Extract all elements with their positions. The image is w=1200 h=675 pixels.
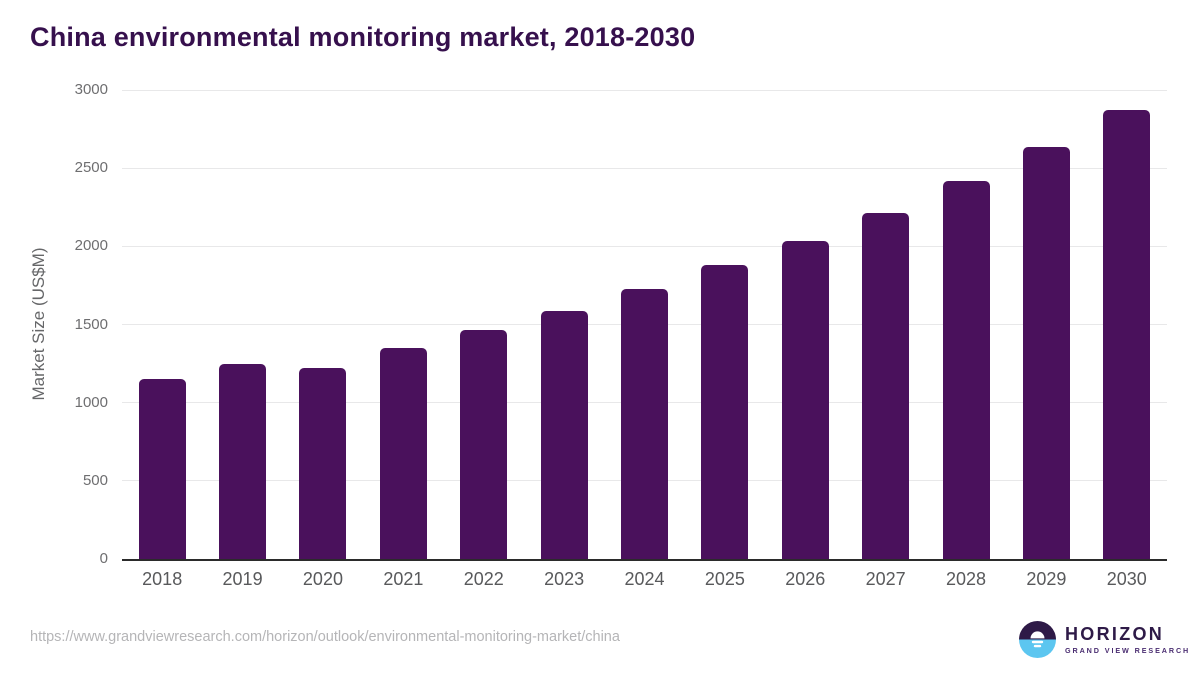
y-tick-label-2000: 2000 [74, 237, 108, 255]
bar-2023[interactable] [540, 311, 588, 559]
x-tick-label-2026: 2026 [785, 569, 826, 589]
plot-area [122, 89, 1167, 561]
bar-2027[interactable] [862, 212, 910, 559]
x-tick-label-2024: 2024 [624, 569, 665, 589]
x-tick-label-2022: 2022 [463, 569, 504, 589]
x-tick-label-2018: 2018 [142, 569, 183, 589]
x-tick-label-2029: 2029 [1026, 569, 1067, 589]
gridline-3000 [122, 89, 1167, 91]
y-tick-label-0: 0 [99, 550, 108, 567]
bar-2024[interactable] [621, 289, 668, 559]
x-tick-label-2025: 2025 [704, 569, 745, 589]
y-tick-label-3000: 3000 [74, 81, 108, 98]
gridline-2000 [122, 245, 1167, 247]
bar-2022[interactable] [460, 329, 508, 559]
bar-2025[interactable] [701, 265, 749, 559]
gridline-2500 [122, 167, 1167, 169]
y-tick-label-2500: 2500 [74, 159, 108, 177]
bar-2018[interactable] [138, 379, 186, 559]
chart-title: China environmental monitoring market, 2… [30, 22, 696, 52]
x-tick-label-2028: 2028 [946, 569, 987, 589]
bar-2020[interactable] [299, 368, 347, 559]
horizon-logo: HORIZON GRAND VIEW RESEARCH [1019, 621, 1190, 658]
logo-text-block: HORIZON GRAND VIEW RESEARCH [1065, 624, 1190, 654]
logo-name: HORIZON [1065, 624, 1165, 645]
bar-2029[interactable] [1022, 147, 1070, 559]
y-tick-label-1500: 1500 [74, 315, 108, 333]
x-tick-label-2030: 2030 [1106, 569, 1147, 589]
y-tick-label-500: 500 [82, 471, 108, 489]
horizon-logo-icon [1019, 621, 1056, 658]
bar-2028[interactable] [942, 180, 990, 559]
x-tick-label-2020: 2020 [302, 569, 343, 589]
bar-2019[interactable] [219, 364, 267, 559]
logo-subtitle: GRAND VIEW RESEARCH [1065, 646, 1191, 656]
source-url: https://www.grandviewresearch.com/horizo… [30, 629, 620, 645]
bar-2026[interactable] [781, 240, 829, 559]
x-tick-label-2023: 2023 [544, 569, 585, 589]
x-tick-label-2027: 2027 [865, 569, 906, 589]
bar-2030[interactable] [1103, 110, 1151, 559]
bar-2021[interactable] [379, 347, 427, 559]
x-tick-label-2019: 2019 [222, 569, 263, 589]
x-tick-label-2021: 2021 [383, 569, 424, 589]
y-tick-label-1000: 1000 [74, 393, 108, 411]
